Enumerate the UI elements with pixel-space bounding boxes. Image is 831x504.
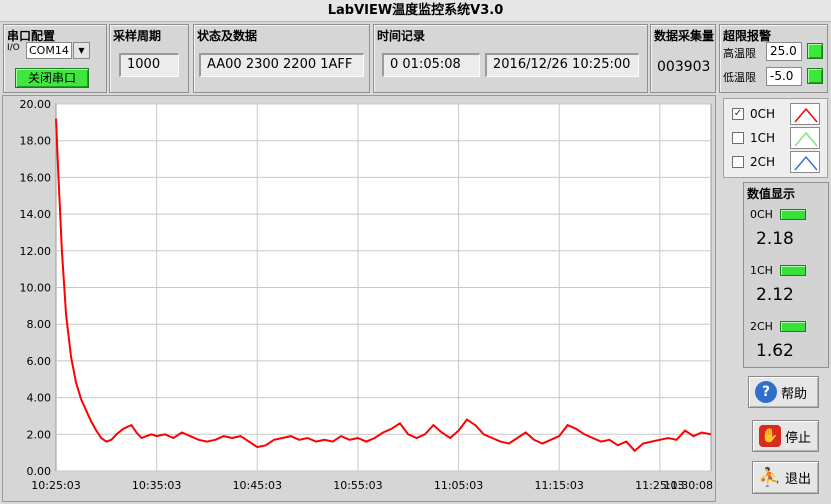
checkbox-0ch[interactable]: ✓ <box>732 108 744 120</box>
value-0ch: 2.18 <box>756 229 794 249</box>
close-port-button[interactable]: 关闭串口 <box>15 68 89 88</box>
high-limit-label: 高温限 <box>723 47 756 60</box>
legend-label-0ch: 0CH <box>750 107 776 121</box>
status-panel: 状态及数据 AA00 2300 2200 1AFF <box>193 24 370 93</box>
high-limit-led <box>807 43 823 59</box>
data-count-value: 003903 <box>657 59 711 75</box>
x-tick-label: 10:55:03 <box>333 479 382 492</box>
x-tick-label: 10:25:03 <box>31 479 80 492</box>
chart-plot-area[interactable]: 20.00 18.00 16.00 14.00 12.00 10.00 8.00 6.00 4.… <box>3 96 717 503</box>
data-count-title: 数据采集量 <box>654 29 715 43</box>
y-tick-label: 18.00 <box>20 135 52 148</box>
exit-label: 退出 <box>785 472 812 487</box>
serial-config-title: 串口配置 <box>7 29 56 43</box>
exit-running-figure-icon: ⛹ <box>758 467 782 488</box>
help-button[interactable]: ? 帮助 <box>748 376 819 408</box>
port-select[interactable]: COM14 <box>26 42 72 59</box>
y-tick-label: 6.00 <box>27 355 52 368</box>
value-label-0ch: 0CH <box>750 208 773 221</box>
led-1ch <box>780 265 806 276</box>
help-icon: ? <box>755 381 777 403</box>
stop-hand-icon: ✋ <box>759 425 781 447</box>
high-limit-field[interactable]: 25.0 <box>766 42 802 61</box>
value-label-2ch: 2CH <box>750 320 773 333</box>
sampling-title: 采样周期 <box>113 29 162 43</box>
temperature-chart: 20.00 18.00 16.00 14.00 12.00 10.00 8.00 6.00 4.… <box>2 95 716 502</box>
value-1ch: 2.12 <box>756 285 794 305</box>
time-record-title: 时间记录 <box>377 29 426 43</box>
led-0ch <box>780 209 806 220</box>
datetime-display: 2016/12/26 10:25:00 <box>485 53 639 77</box>
window-title: LabVIEW温度监控系统V3.0 <box>0 0 831 22</box>
x-tick-label: 10:45:03 <box>233 479 282 492</box>
legend-item-2ch[interactable]: 2CH <box>732 151 820 173</box>
checkbox-2ch[interactable] <box>732 156 744 168</box>
exit-button[interactable]: ⛹ 退出 <box>752 461 819 494</box>
time-record-panel: 时间记录 0 01:05:08 2016/12/26 10:25:00 <box>373 24 648 93</box>
y-tick-label: 14.00 <box>20 208 52 221</box>
x-tick-label: 11:15:03 <box>534 479 583 492</box>
status-title: 状态及数据 <box>197 29 258 43</box>
chevron-down-icon: ▼ <box>78 46 85 55</box>
x-tick-label: 11:30:08 <box>664 479 713 492</box>
chart-legend: ✓ 0CH 1CH 2CH <box>723 98 828 178</box>
x-tick-label: 11:05:03 <box>434 479 483 492</box>
status-data-display: AA00 2300 2200 1AFF <box>199 53 364 77</box>
series-line-0ch <box>55 118 712 453</box>
legend-swatch-0ch <box>790 103 820 125</box>
y-tick-label: 2.00 <box>27 428 52 441</box>
value-2ch: 1.62 <box>756 341 794 361</box>
x-tick-label: 11:25:03 <box>635 479 684 492</box>
y-tick-label: 20.00 <box>20 98 52 111</box>
help-label: 帮助 <box>781 386 808 402</box>
stop-button[interactable]: ✋ 停止 <box>752 420 819 452</box>
checkbox-1ch[interactable] <box>732 132 744 144</box>
stop-label: 停止 <box>785 430 812 446</box>
port-dropdown-button[interactable]: ▼ <box>73 42 90 59</box>
sampling-panel: 采样周期 1000 <box>109 24 189 93</box>
low-limit-label: 低温限 <box>723 71 756 84</box>
legend-item-1ch[interactable]: 1CH <box>732 127 820 149</box>
value-label-1ch: 1CH <box>750 264 773 277</box>
port-value: COM14 <box>29 44 69 57</box>
y-tick-label: 12.00 <box>20 245 52 258</box>
legend-swatch-2ch <box>790 151 820 173</box>
y-tick-label: 16.00 <box>20 171 52 184</box>
y-tick-label: 10.00 <box>20 282 52 295</box>
io-prefix-icon: I/O <box>7 43 20 53</box>
sampling-period-field[interactable]: 1000 <box>119 53 179 77</box>
low-limit-field[interactable]: -5.0 <box>766 67 802 86</box>
value-display-title: 数值显示 <box>747 187 796 201</box>
alarm-panel: 超限报警 高温限 25.0 低温限 -5.0 <box>719 24 828 93</box>
alarm-title: 超限报警 <box>723 29 772 43</box>
y-tick-label: 0.00 <box>27 465 52 478</box>
legend-swatch-1ch <box>790 127 820 149</box>
value-display-panel: 数值显示 0CH 2.18 1CH 2.12 2CH 1.62 <box>743 182 829 368</box>
y-tick-label: 8.00 <box>27 318 52 331</box>
data-count-panel: 数据采集量 003903 <box>650 24 716 93</box>
legend-item-0ch[interactable]: ✓ 0CH <box>732 103 820 125</box>
elapsed-time-display: 0 01:05:08 <box>382 53 480 77</box>
x-tick-label: 10:35:03 <box>132 479 181 492</box>
y-tick-label: 4.00 <box>27 392 52 405</box>
low-limit-led <box>807 68 823 84</box>
serial-config-panel: 串口配置 I/O COM14 ▼ 关闭串口 <box>3 24 107 93</box>
legend-label-1ch: 1CH <box>750 131 776 145</box>
legend-label-2ch: 2CH <box>750 155 776 169</box>
led-2ch <box>780 321 806 332</box>
